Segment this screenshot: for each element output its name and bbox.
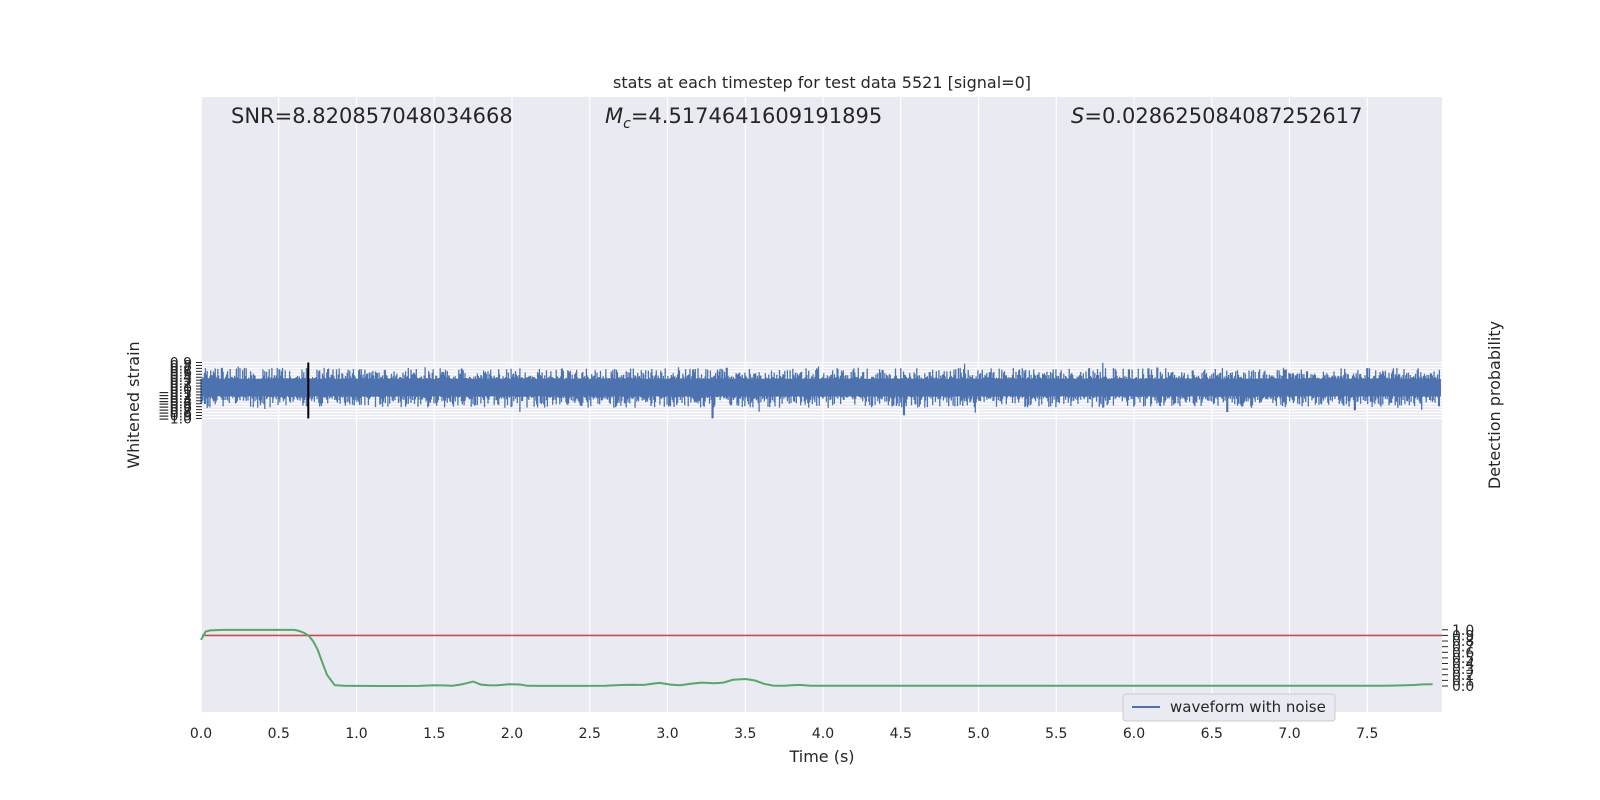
y-left-tick-label: −0.5 (158, 397, 192, 413)
y-right-tick-label: 0.2 (1452, 668, 1474, 684)
x-tick-label: 0.5 (268, 726, 290, 742)
y-left-tick-label: 0.2 (170, 376, 192, 392)
y-right-tick-label: 0.0 (1452, 679, 1474, 695)
waveform-series (200, 362, 1441, 419)
x-tick-label: 6.5 (1201, 726, 1223, 742)
y-right-tick-label: 0.6 (1452, 645, 1474, 661)
y-left-tick-label: −0.2 (158, 388, 192, 404)
x-tick-label: 6.0 (1123, 726, 1145, 742)
y-left-axis-label: Whitened strain (124, 341, 143, 468)
legend-box (1122, 693, 1336, 722)
y-right-tick-label: 0.5 (1452, 651, 1474, 667)
plot-background (202, 97, 1442, 712)
snr-annotation: SNR=8.820857048034668 (231, 104, 513, 128)
chirp-mass-annotation: Mc=4.5174641609191895 (605, 104, 882, 132)
x-tick-label: 7.0 (1278, 726, 1300, 742)
y-right-tick-label: 1.0 (1452, 623, 1474, 639)
y-right-tick-label: 0.4 (1452, 657, 1474, 673)
x-tick-label: 3.0 (656, 726, 678, 742)
y-right-tick-label: 0.1 (1452, 673, 1474, 689)
y-left-tick-label: −0.3 (158, 391, 192, 407)
y-right-tick-label: 0.9 (1452, 628, 1474, 644)
y-left-tick-label: 0.6 (170, 364, 192, 380)
y-left-tick-label: −0.7 (158, 403, 192, 419)
y-left-tick-label: −0.4 (158, 394, 192, 410)
y-left-tick-label: 0.1 (170, 379, 192, 395)
y-left-tick-label: 0.7 (170, 361, 192, 377)
y-left-tick-label: 0.8 (170, 358, 192, 374)
x-tick-label: 1.5 (423, 726, 445, 742)
x-tick-label: 3.5 (734, 726, 756, 742)
y-left-tick-label: 0.0 (170, 382, 192, 398)
detection-probability-line (200, 628, 1433, 688)
s-annotation: S=0.028625084087252617 (1071, 104, 1362, 128)
y-left-tick-label: −0.8 (158, 406, 192, 422)
waveform-trace (200, 362, 1441, 419)
x-tick-label: 1.0 (345, 726, 367, 742)
x-tick-label: 4.5 (890, 726, 912, 742)
y-right-tick-label: 0.7 (1452, 640, 1474, 656)
x-axis-label: Time (s) (788, 747, 854, 766)
detection-probability-series (200, 628, 1433, 688)
y-left-tick-label: 0.5 (170, 367, 192, 383)
x-tick-label: 5.0 (967, 726, 989, 742)
y-left-axis-ticks: 0.90.80.70.60.50.40.30.20.10.0−0.1−0.2−0… (158, 355, 202, 427)
y-right-axis-ticks: 1.00.90.80.70.60.50.40.30.20.10.0 (1442, 623, 1474, 695)
y-right-tick-label: 0.3 (1452, 662, 1474, 678)
x-tick-label: 7.5 (1356, 726, 1378, 742)
y-left-tick-label: −0.1 (158, 385, 192, 401)
y-left-tick-label: 0.4 (170, 370, 192, 386)
x-tick-label: 4.0 (812, 726, 834, 742)
y-left-tick-label: −0.6 (158, 400, 192, 416)
legend: waveform with noise (1122, 693, 1336, 722)
y-right-tick-label: 0.8 (1452, 634, 1474, 650)
x-tick-label: 0.0 (190, 726, 212, 742)
x-axis-ticks: 0.0 0.5 1.0 1.5 2.0 2.5 3.0 3.5 4.0 4.5 5.0 5.5 6.0 6… (190, 726, 1379, 742)
y-right-axis-label: Detection probability (1485, 321, 1504, 489)
x-tick-label: 2.5 (579, 726, 601, 742)
y-left-tick-label: 0.9 (170, 355, 192, 371)
legend-label: waveform with noise (1170, 698, 1326, 716)
y-left-tick-label: 0.3 (170, 373, 192, 389)
x-tick-label: 2.0 (501, 726, 523, 742)
y-left-tick-label: −0.9 (158, 409, 192, 425)
y-left-tick-label: −1.0 (158, 411, 192, 427)
x-tick-label: 5.5 (1045, 726, 1067, 742)
chart-title: stats at each timestep for test data 552… (613, 73, 1031, 92)
